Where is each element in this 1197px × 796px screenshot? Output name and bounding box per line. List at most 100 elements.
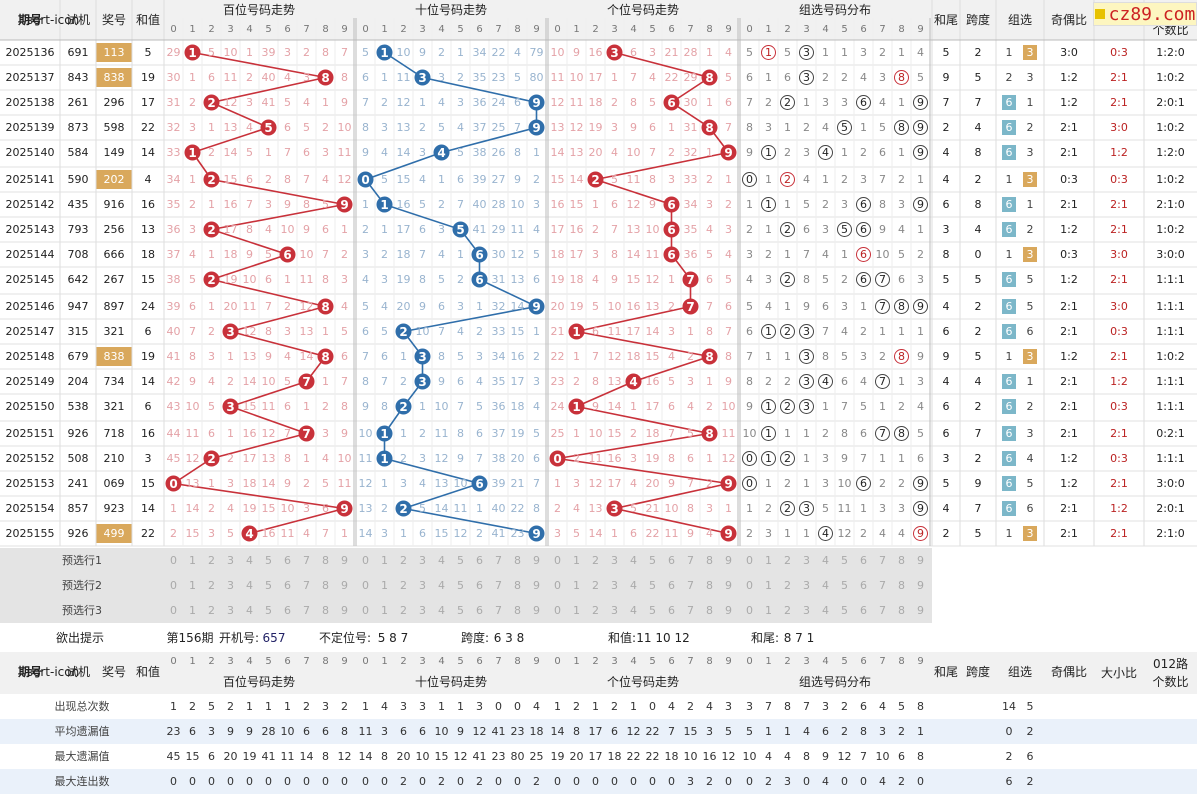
preselect-digit[interactable]: 5 <box>841 554 848 567</box>
preselect-digit[interactable]: 3 <box>419 554 426 567</box>
preselect-digit[interactable]: 2 <box>784 604 791 617</box>
preselect-digit[interactable]: 0 <box>170 604 177 617</box>
preselect-digit[interactable]: 9 <box>725 604 732 617</box>
preselect-digit[interactable]: 3 <box>227 554 234 567</box>
preselect-digit[interactable]: 8 <box>514 604 521 617</box>
preselect-digit[interactable]: 5 <box>649 554 656 567</box>
preselect-digit[interactable]: 4 <box>822 604 829 617</box>
preselect-digit[interactable]: 7 <box>687 604 694 617</box>
preselect-digit[interactable]: 6 <box>476 604 483 617</box>
preselect-digit[interactable]: 7 <box>687 554 694 567</box>
preselect-digit[interactable]: 8 <box>514 554 521 567</box>
preselect-digit[interactable]: 1 <box>189 554 196 567</box>
preselect-digit[interactable]: 9 <box>725 554 732 567</box>
preselect-digit[interactable]: 6 <box>860 579 867 592</box>
preselect-digit[interactable]: 5 <box>457 604 464 617</box>
preselect-digit[interactable]: 0 <box>554 579 561 592</box>
preselect-digit[interactable]: 2 <box>400 604 407 617</box>
preselect-digit[interactable]: 1 <box>381 579 388 592</box>
preselect-digit[interactable]: 8 <box>322 579 329 592</box>
preselect-digit[interactable]: 1 <box>189 579 196 592</box>
preselect-digit[interactable]: 1 <box>765 579 772 592</box>
preselect-digit[interactable]: 4 <box>246 579 253 592</box>
preselect-digit[interactable]: 9 <box>533 604 540 617</box>
preselect-digit[interactable]: 8 <box>898 579 905 592</box>
preselect-digit[interactable]: 9 <box>341 554 348 567</box>
sort-icon[interactable]: sort-icon <box>26 13 80 27</box>
preselect-digit[interactable]: 8 <box>322 554 329 567</box>
preselect-digit[interactable]: 0 <box>362 604 369 617</box>
preselect-digit[interactable]: 3 <box>611 554 618 567</box>
preselect-digit[interactable]: 9 <box>917 554 924 567</box>
preselect-digit[interactable]: 2 <box>400 554 407 567</box>
preselect-digit[interactable]: 7 <box>495 554 502 567</box>
preselect-digit[interactable]: 2 <box>592 579 599 592</box>
preselect-digit[interactable]: 8 <box>514 579 521 592</box>
preselect-digit[interactable]: 4 <box>438 604 445 617</box>
preselect-digit[interactable]: 0 <box>170 554 177 567</box>
preselect-digit[interactable]: 5 <box>649 579 656 592</box>
preselect-digit[interactable]: 7 <box>879 579 886 592</box>
preselect-digit[interactable]: 7 <box>303 604 310 617</box>
preselect-digit[interactable]: 4 <box>246 604 253 617</box>
preselect-digit[interactable]: 3 <box>611 604 618 617</box>
preselect-digit[interactable]: 9 <box>341 579 348 592</box>
preselect-digit[interactable]: 8 <box>322 604 329 617</box>
preselect-digit[interactable]: 1 <box>573 579 580 592</box>
preselect-digit[interactable]: 2 <box>784 554 791 567</box>
preselect-digit[interactable]: 2 <box>592 554 599 567</box>
preselect-digit[interactable]: 5 <box>265 604 272 617</box>
preselect-digit[interactable]: 0 <box>170 579 177 592</box>
sort-icon[interactable]: sort-icon <box>26 665 80 679</box>
preselect-digit[interactable]: 4 <box>630 604 637 617</box>
preselect-digit[interactable]: 4 <box>630 554 637 567</box>
preselect-digit[interactable]: 8 <box>898 604 905 617</box>
preselect-digit[interactable]: 4 <box>822 579 829 592</box>
preselect-digit[interactable]: 6 <box>668 604 675 617</box>
preselect-digit[interactable]: 3 <box>611 579 618 592</box>
preselect-digit[interactable]: 1 <box>189 604 196 617</box>
preselect-digit[interactable]: 6 <box>668 554 675 567</box>
preselect-digit[interactable]: 1 <box>381 604 388 617</box>
preselect-digit[interactable]: 2 <box>208 604 215 617</box>
preselect-digit[interactable]: 6 <box>284 579 291 592</box>
preselect-digit[interactable]: 5 <box>841 604 848 617</box>
header-issue[interactable]: 期号 <box>17 13 42 27</box>
preselect-digit[interactable]: 0 <box>554 554 561 567</box>
preselect-digit[interactable]: 6 <box>860 604 867 617</box>
preselect-digit[interactable]: 9 <box>917 604 924 617</box>
preselect-digit[interactable]: 7 <box>687 579 694 592</box>
preselect-digit[interactable]: 4 <box>438 554 445 567</box>
preselect-digit[interactable]: 0 <box>362 579 369 592</box>
preselect-digit[interactable]: 2 <box>208 554 215 567</box>
preselect-digit[interactable]: 5 <box>265 554 272 567</box>
preselect-digit[interactable]: 4 <box>438 579 445 592</box>
preselect-digit[interactable]: 9 <box>917 579 924 592</box>
preselect-digit[interactable]: 3 <box>227 604 234 617</box>
preselect-digit[interactable]: 5 <box>265 579 272 592</box>
preselect-digit[interactable]: 4 <box>822 554 829 567</box>
preselect-digit[interactable]: 3 <box>803 554 810 567</box>
preselect-digit[interactable]: 3 <box>419 604 426 617</box>
preselect-digit[interactable]: 6 <box>668 579 675 592</box>
preselect-digit[interactable]: 0 <box>362 554 369 567</box>
preselect-digit[interactable]: 6 <box>284 554 291 567</box>
preselect-digit[interactable]: 8 <box>898 554 905 567</box>
preselect-digit[interactable]: 9 <box>533 579 540 592</box>
site-logo[interactable]: cz89.com <box>1093 2 1197 26</box>
preselect-digit[interactable]: 2 <box>208 579 215 592</box>
preselect-digit[interactable]: 7 <box>495 604 502 617</box>
preselect-digit[interactable]: 5 <box>457 579 464 592</box>
preselect-digit[interactable]: 9 <box>725 579 732 592</box>
preselect-digit[interactable]: 1 <box>765 604 772 617</box>
preselect-digit[interactable]: 7 <box>303 579 310 592</box>
preselect-digit[interactable]: 3 <box>419 579 426 592</box>
preselect-digit[interactable]: 7 <box>303 554 310 567</box>
header-issue[interactable]: 期号 <box>17 665 42 679</box>
preselect-digit[interactable]: 1 <box>573 604 580 617</box>
preselect-digit[interactable]: 3 <box>227 579 234 592</box>
preselect-digit[interactable]: 2 <box>784 579 791 592</box>
preselect-digit[interactable]: 8 <box>706 604 713 617</box>
preselect-digit[interactable]: 8 <box>706 554 713 567</box>
preselect-digit[interactable]: 5 <box>841 579 848 592</box>
